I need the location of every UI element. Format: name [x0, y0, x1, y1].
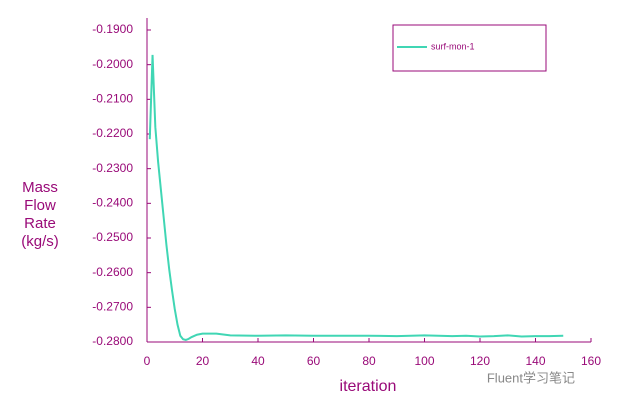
y-axis-label: (kg/s) [21, 233, 59, 250]
y-axis-label: Rate [24, 215, 56, 232]
y-tick-label: -0.2600 [92, 265, 133, 279]
y-tick-label: -0.2700 [92, 300, 133, 314]
y-tick-label: -0.2200 [92, 126, 133, 140]
watermark: Fluent学习笔记 [487, 370, 575, 385]
y-tick-label: -0.1900 [92, 22, 133, 36]
y-tick-label: -0.2000 [92, 57, 133, 71]
x-tick-label: 120 [470, 354, 490, 368]
legend-label: surf-mon-1 [431, 41, 475, 51]
y-axis-label: Mass [22, 179, 58, 196]
x-tick-label: 20 [196, 354, 210, 368]
x-tick-label: 160 [581, 354, 601, 368]
x-axis-label: iteration [340, 378, 397, 395]
x-tick-label: 0 [144, 354, 151, 368]
x-tick-label: 100 [414, 354, 434, 368]
y-axis-label: Flow [24, 197, 56, 214]
x-tick-label: 140 [525, 354, 545, 368]
y-tick-label: -0.2100 [92, 92, 133, 106]
y-tick-label: -0.2800 [92, 334, 133, 348]
x-tick-label: 40 [251, 354, 265, 368]
x-tick-label: 60 [307, 354, 321, 368]
series-line [148, 54, 564, 341]
y-tick-label: -0.2500 [92, 230, 133, 244]
legend-box [392, 24, 547, 72]
y-tick-label: -0.2400 [92, 196, 133, 210]
x-tick-label: 80 [362, 354, 376, 368]
y-tick-label: -0.2300 [92, 161, 133, 175]
